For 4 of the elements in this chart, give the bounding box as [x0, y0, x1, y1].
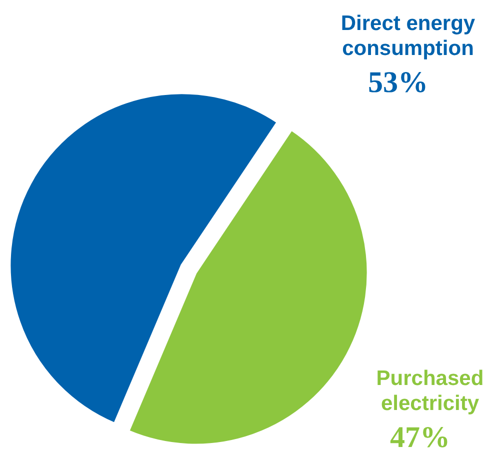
- slice-label: Purchased electricity: [376, 367, 484, 415]
- data-label: 53%: [368, 66, 428, 99]
- data-label: 47%: [390, 421, 450, 454]
- slice-label: Direct energy consumption: [340, 12, 476, 60]
